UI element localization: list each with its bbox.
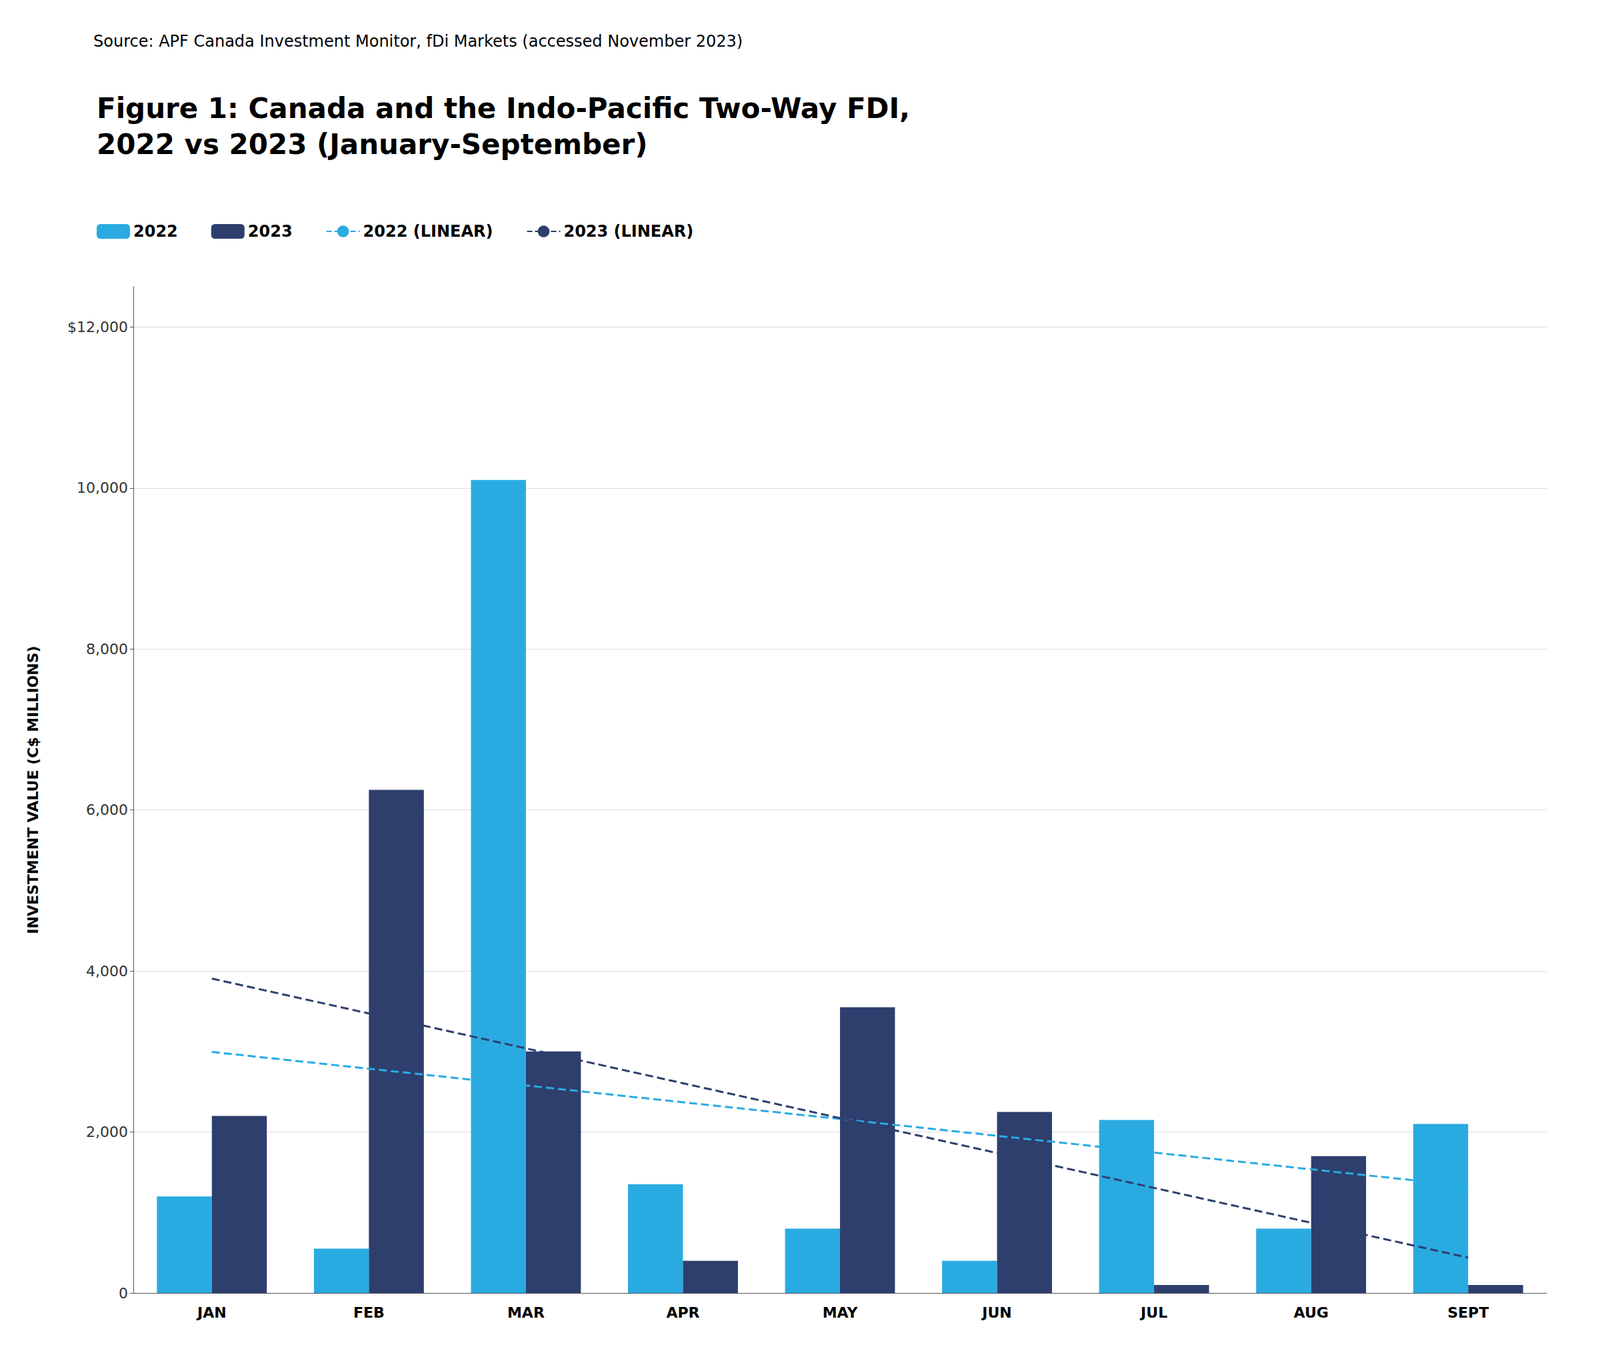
svg-text:FEB: FEB [353,1304,385,1321]
svg-text:2022 (LINEAR): 2022 (LINEAR) [363,222,494,241]
svg-text:10,000: 10,000 [76,479,128,496]
svg-text:JUL: JUL [1139,1304,1168,1321]
svg-text:2,000: 2,000 [86,1123,128,1140]
svg-text:Source: APF Canada Investment: Source: APF Canada Investment Monitor, f… [93,32,743,51]
svg-text:2023: 2023 [248,222,293,241]
svg-text:AUG: AUG [1294,1304,1329,1321]
svg-text:4,000: 4,000 [86,962,128,980]
svg-text:2023 (LINEAR): 2023 (LINEAR) [563,222,694,241]
svg-text:6,000: 6,000 [86,801,128,818]
svg-text:MAY: MAY [822,1304,859,1321]
svg-text:0: 0 [118,1284,128,1302]
svg-text:JAN: JAN [196,1304,227,1321]
svg-text:2022 vs 2023 (January-Septembe: 2022 vs 2023 (January-September) [96,128,648,161]
svg-text:$12,000: $12,000 [67,318,128,336]
svg-text:INVESTMENT VALUE (C$ MILLIONS): INVESTMENT VALUE (C$ MILLIONS) [24,645,42,934]
svg-text:2022: 2022 [133,222,178,241]
svg-text:8,000: 8,000 [86,640,128,658]
svg-text:JUN: JUN [980,1304,1012,1321]
svg-text:MAR: MAR [507,1304,545,1321]
svg-text:Figure 1: Canada and the Indo-: Figure 1: Canada and the Indo-Pacific Tw… [96,92,910,125]
svg-text:APR: APR [666,1304,700,1321]
svg-text:SEPT: SEPT [1447,1304,1489,1321]
